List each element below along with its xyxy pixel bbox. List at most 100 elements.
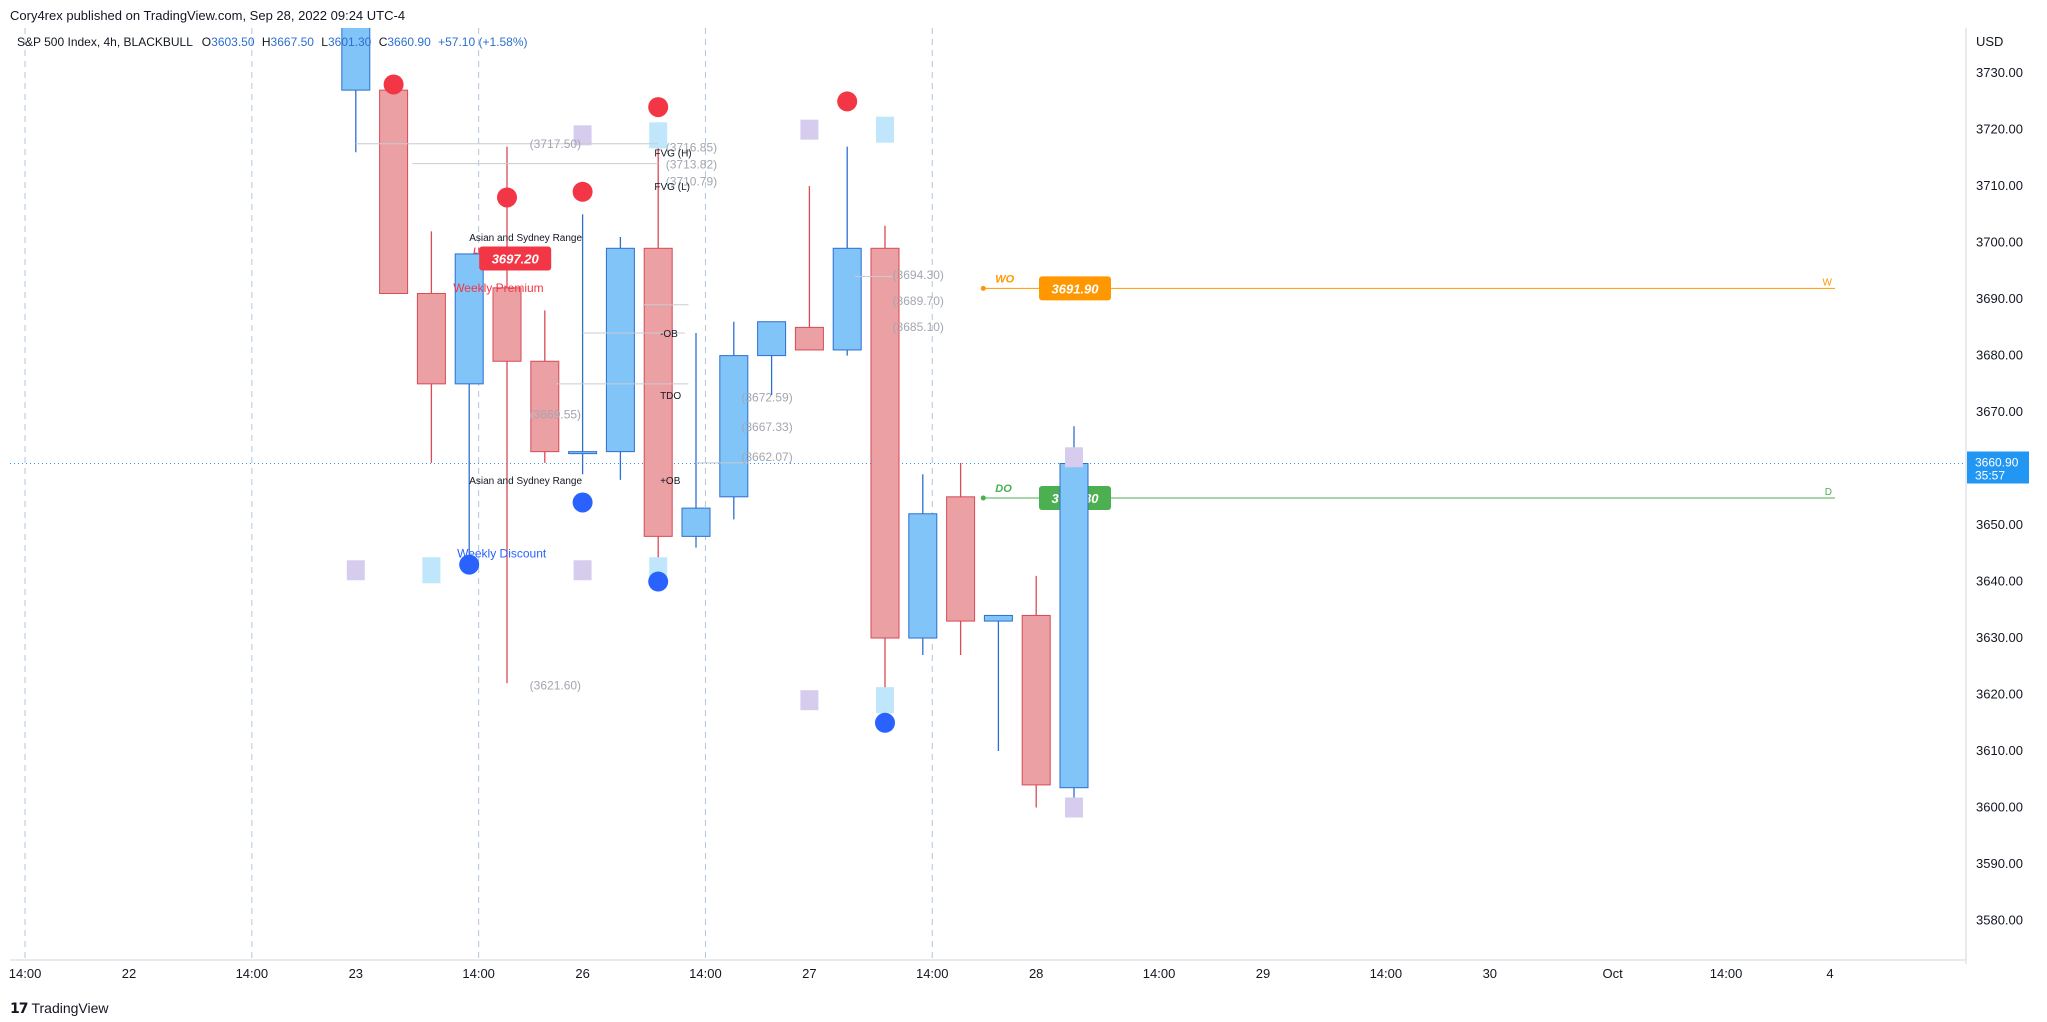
chart-text-label: FVG (H) (654, 148, 691, 159)
weekly-discount-label: Weekly Discount (457, 546, 547, 560)
price-tick-label: 3580.00 (1976, 912, 2023, 927)
purple-square-marker (573, 560, 592, 581)
chart-text-label: -OB (660, 329, 678, 340)
time-tick-label: 26 (575, 966, 589, 981)
legend-change: +57.10 (+1.58%) (438, 35, 528, 49)
candle-body (757, 321, 787, 357)
candle-body (794, 326, 824, 351)
tradingview-logo-icon: 17 (10, 1001, 29, 1017)
legend-open: 3603.50 (211, 35, 255, 49)
last-price-timer: 35:57 (1975, 468, 2005, 482)
candle-body (568, 451, 598, 455)
time-tick-label: 22 (122, 966, 136, 981)
grid-layer (10, 28, 1965, 960)
price-tick-label: 3700.00 (1976, 235, 2023, 250)
candle-body (530, 360, 560, 453)
last-price-value: 3660.90 (1975, 455, 2019, 469)
axes-layer: USD 3730.00 3720.00 3710.00 3700.00 3690.00 36… (9, 28, 2047, 981)
price-tick-label: 3650.00 (1976, 517, 2023, 532)
price-tick-label: 3610.00 (1976, 743, 2023, 758)
price-tick-label: 3710.00 (1976, 178, 2023, 193)
price-annotation: (3710.79) (666, 175, 717, 189)
tradingview-logo[interactable]: 17 TradingView (10, 1000, 109, 1017)
candle-body (643, 247, 673, 537)
cyan-square-marker (876, 116, 894, 143)
time-tick-label: 30 (1483, 966, 1497, 981)
purple-square-marker (800, 119, 819, 140)
price-tick-label: 3640.00 (1976, 574, 2023, 589)
price-tick-label: 3730.00 (1976, 65, 2023, 80)
legend-close-label: C (378, 35, 388, 49)
price-annotation: (3685.10) (893, 320, 944, 334)
price-axis-bg (1966, 28, 2047, 960)
purple-square-marker (573, 125, 592, 146)
price-tick-label: 3600.00 (1976, 799, 2023, 814)
red-swing-dot (837, 91, 858, 112)
price-annotation: (3716.85) (666, 140, 717, 154)
price-tick-label: 3620.00 (1976, 687, 2023, 702)
level-right-tag: W (1823, 277, 1833, 288)
red-swing-dot (383, 74, 404, 95)
chart-text-label: Asian and Sydney Range (469, 233, 582, 244)
chart-legend: S&P 500 Index, 4h, BLACKBULL O3603.50 H3… (17, 35, 528, 49)
lw-value: 3697.20 (492, 251, 540, 266)
time-tick-label: 27 (802, 966, 816, 981)
candle-body (908, 513, 938, 639)
time-tick-label: 28 (1029, 966, 1043, 981)
price-annotation: (3662.07) (741, 450, 792, 464)
candle-body (946, 496, 976, 622)
tradingview-brand: TradingView (31, 1000, 109, 1016)
price-annotation: (3672.59) (741, 390, 792, 404)
cyan-square-marker (649, 122, 668, 149)
level-tag-do: DO (995, 483, 1012, 495)
publish-info: Cory4rex published on TradingView.com, S… (10, 8, 406, 23)
legend-high-label: H (261, 35, 271, 49)
red-swing-dot (648, 97, 669, 118)
lw-badge (479, 246, 552, 271)
blue-swing-dot (875, 712, 895, 733)
time-tick-label: 29 (1256, 966, 1270, 981)
blue-swing-dot (459, 554, 480, 575)
legend-low: 3601.30 (327, 35, 372, 49)
legend-low-label: L (321, 35, 328, 49)
lw-tag: LW (473, 246, 486, 255)
time-tick-label: 14:00 (9, 966, 42, 981)
red-swing-dot (497, 187, 517, 208)
level-start-dot (980, 285, 986, 291)
blue-swing-dot (572, 492, 593, 513)
time-tick-label: 14:00 (916, 966, 949, 981)
time-tick-label: 14:00 (1370, 966, 1403, 981)
price-tick-label: 3690.00 (1976, 291, 2023, 306)
cyan-square-marker (422, 557, 441, 584)
legend-close: 3660.90 (387, 35, 431, 49)
chart-text-label: FVG (L) (654, 182, 690, 193)
time-tick-label: 23 (349, 966, 363, 981)
time-tick-label: Oct (1603, 966, 1624, 981)
candle-body (832, 247, 862, 351)
chart-text-label: +OB (660, 476, 681, 487)
candle-body (454, 253, 484, 385)
time-tick-label: 14:00 (689, 966, 722, 981)
candle-body (681, 507, 711, 537)
red-swing-dot (572, 181, 593, 202)
publish-header: Cory4rex published on TradingView.com, S… (0, 0, 2047, 28)
purple-square-marker (346, 560, 365, 581)
price-tick-label: 3590.00 (1976, 856, 2023, 871)
legend-symbol: S&P 500 Index, 4h, BLACKBULL (17, 35, 193, 49)
price-annotation: (3667.33) (741, 420, 792, 434)
price-annotation: (3713.82) (666, 158, 717, 172)
price-axis-currency: USD (1976, 34, 2003, 49)
weekly-premium-label: Weekly Premium (453, 281, 543, 295)
price-annotation: (3717.50) (530, 137, 581, 151)
level-tag-wo: WO (995, 273, 1014, 285)
purple-square-marker (1065, 797, 1083, 818)
purple-square-marker (1065, 447, 1083, 468)
time-tick-label: 14:00 (236, 966, 269, 981)
candles-layer (341, 28, 1089, 808)
candle-body (341, 28, 371, 91)
annotations-layer: (3717.50) (3716.85) (3713.82) (3710.79) (369… (346, 74, 1083, 818)
cyan-square-marker (876, 687, 894, 714)
time-tick-label: 14:00 (462, 966, 495, 981)
time-tick-label: 14:00 (1710, 966, 1743, 981)
